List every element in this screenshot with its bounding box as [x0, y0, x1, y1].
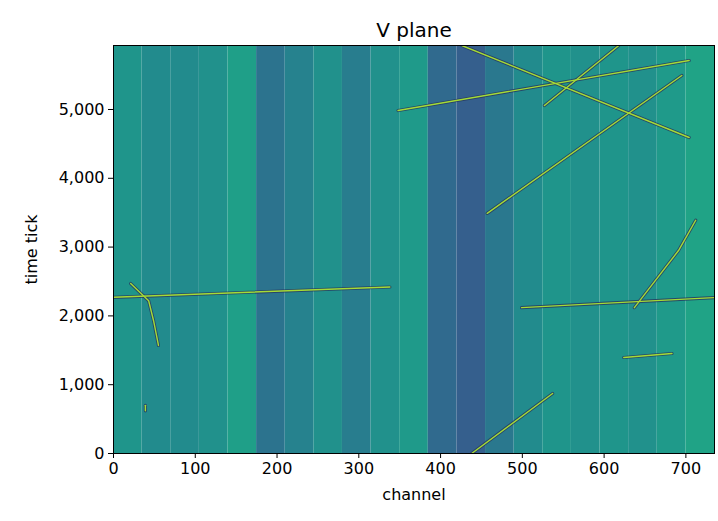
svg-text:V plane: V plane: [376, 18, 452, 42]
svg-text:1,000: 1,000: [59, 375, 105, 394]
svg-text:3,000: 3,000: [59, 237, 105, 256]
svg-text:channel: channel: [382, 485, 445, 504]
svg-text:500: 500: [507, 459, 538, 478]
svg-text:2,000: 2,000: [59, 306, 105, 325]
svg-text:4,000: 4,000: [59, 168, 105, 187]
svg-text:300: 300: [344, 459, 375, 478]
svg-text:400: 400: [425, 459, 456, 478]
svg-text:0: 0: [94, 444, 104, 463]
svg-text:600: 600: [589, 459, 620, 478]
svg-text:0: 0: [108, 459, 118, 478]
svg-text:100: 100: [180, 459, 211, 478]
svg-text:5,000: 5,000: [59, 100, 105, 119]
svg-text:time tick: time tick: [22, 214, 41, 285]
svg-text:200: 200: [262, 459, 293, 478]
svg-text:700: 700: [671, 459, 702, 478]
